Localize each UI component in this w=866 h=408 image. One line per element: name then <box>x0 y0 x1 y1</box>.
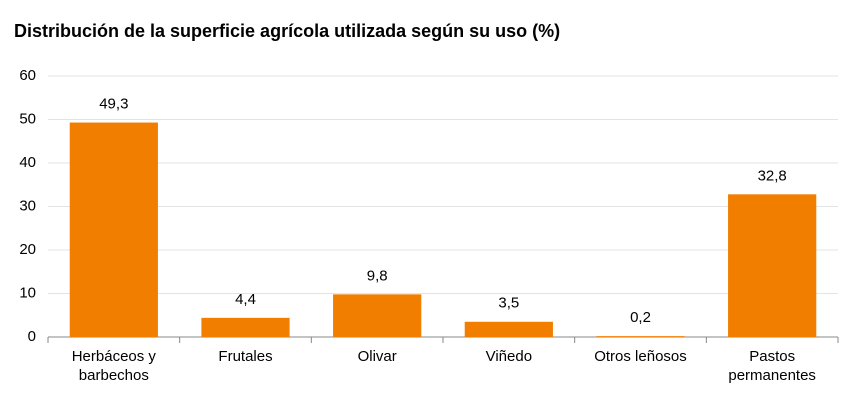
x-tick-label: Herbáceos y barbechos <box>71 348 156 384</box>
bar <box>728 194 817 337</box>
y-tick-label: 50 <box>19 110 36 127</box>
x-tick-label: Pastos permanentes <box>728 348 816 384</box>
x-tick-label: Olivar <box>357 348 397 365</box>
bar <box>201 317 290 337</box>
value-label: 49,3 <box>99 96 128 113</box>
y-tick-label: 10 <box>19 284 36 301</box>
value-label: 9,8 <box>367 267 388 284</box>
bar <box>69 122 158 337</box>
bar <box>464 321 553 337</box>
y-tick-label: 30 <box>19 197 36 214</box>
y-tick-label: 0 <box>28 328 36 345</box>
x-tick-label: Viñedo <box>485 348 533 365</box>
bar <box>333 294 422 337</box>
x-tick-label: Frutales <box>218 348 273 365</box>
value-label: 0,2 <box>630 309 651 326</box>
bar <box>596 336 685 337</box>
value-label: 4,4 <box>235 291 256 308</box>
y-tick-label: 60 <box>19 67 36 84</box>
value-label: 32,8 <box>758 167 787 184</box>
y-tick-label: 40 <box>19 154 36 171</box>
chart-title: Distribución de la superficie agrícola u… <box>14 21 560 41</box>
value-label: 3,5 <box>498 295 519 312</box>
x-tick-label: Otros leñosos <box>594 348 687 365</box>
y-tick-label: 20 <box>19 241 36 258</box>
